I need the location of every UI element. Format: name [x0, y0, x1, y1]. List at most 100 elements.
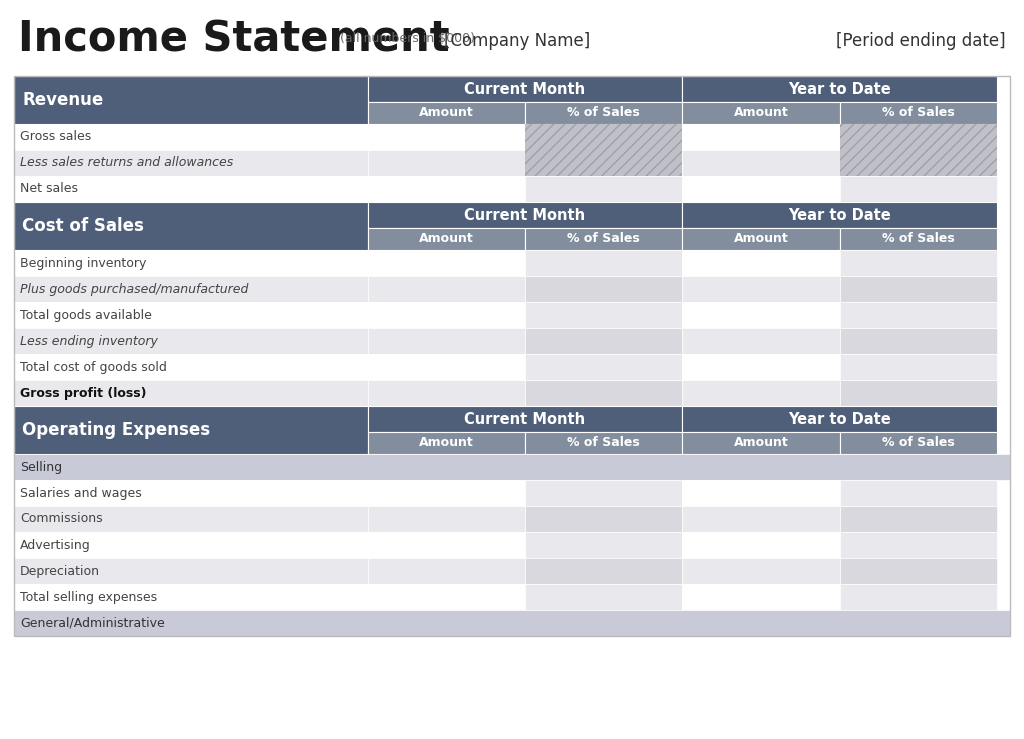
Bar [368, 202, 682, 228]
Bar [14, 276, 368, 302]
Bar [525, 102, 682, 124]
Text: % of Sales: % of Sales [567, 233, 640, 245]
Bar [368, 176, 525, 202]
Text: Advertising: Advertising [20, 539, 91, 551]
Text: Amount: Amount [419, 437, 474, 449]
Bar [682, 558, 840, 584]
Text: Gross profit (loss): Gross profit (loss) [20, 386, 146, 400]
Bar [368, 480, 525, 506]
Text: Commissions: Commissions [20, 513, 102, 525]
Bar [368, 432, 525, 454]
Bar [682, 276, 840, 302]
Text: Year to Date: Year to Date [788, 208, 891, 222]
Text: Current Month: Current Month [465, 208, 586, 222]
Text: % of Sales: % of Sales [882, 106, 954, 120]
Text: Amount: Amount [733, 106, 788, 120]
Text: Operating Expenses: Operating Expenses [22, 421, 210, 439]
Text: % of Sales: % of Sales [882, 233, 954, 245]
Bar [840, 380, 997, 406]
Bar [14, 480, 368, 506]
Bar [525, 532, 682, 558]
Text: Amount: Amount [733, 437, 788, 449]
Bar [14, 406, 368, 454]
Text: Amount: Amount [419, 233, 474, 245]
Bar [14, 558, 368, 584]
Bar [682, 380, 840, 406]
Bar [682, 506, 840, 532]
Bar [682, 176, 840, 202]
Bar [682, 250, 840, 276]
Bar [368, 354, 525, 380]
Bar [525, 584, 682, 610]
Bar [840, 150, 997, 176]
Bar [14, 150, 368, 176]
Bar [840, 250, 997, 276]
Bar [840, 480, 997, 506]
Text: Total selling expenses: Total selling expenses [20, 590, 157, 604]
Bar [840, 124, 997, 150]
Bar [525, 124, 682, 150]
Bar [840, 506, 997, 532]
Bar [368, 506, 525, 532]
Bar [14, 76, 1010, 636]
Bar [525, 250, 682, 276]
Bar [840, 354, 997, 380]
Bar [368, 532, 525, 558]
Bar [525, 176, 682, 202]
Text: [Period ending date]: [Period ending date] [837, 32, 1006, 50]
Bar [682, 124, 840, 150]
Text: Less ending inventory: Less ending inventory [20, 335, 158, 347]
Bar [840, 302, 997, 328]
Text: % of Sales: % of Sales [882, 437, 954, 449]
Bar [368, 406, 682, 432]
Bar [840, 276, 997, 302]
Bar [368, 150, 525, 176]
Bar [840, 102, 997, 124]
Text: Amount: Amount [419, 106, 474, 120]
Bar [14, 124, 368, 150]
Bar [682, 228, 840, 250]
Bar [368, 228, 525, 250]
Bar [14, 584, 368, 610]
Bar [14, 454, 1010, 480]
Text: Cost of Sales: Cost of Sales [22, 217, 144, 235]
Text: Net sales: Net sales [20, 183, 78, 196]
Text: Beginning inventory: Beginning inventory [20, 256, 146, 270]
Bar [525, 328, 682, 354]
Bar [368, 558, 525, 584]
Bar [368, 102, 525, 124]
Bar [840, 432, 997, 454]
Text: % of Sales: % of Sales [567, 106, 640, 120]
Bar [840, 228, 997, 250]
Bar [682, 328, 840, 354]
Bar [525, 480, 682, 506]
Bar [682, 532, 840, 558]
Bar [682, 354, 840, 380]
Bar [525, 302, 682, 328]
Bar [368, 328, 525, 354]
Bar [525, 354, 682, 380]
Bar [682, 150, 840, 176]
Bar [14, 176, 368, 202]
Bar [682, 76, 997, 102]
Text: (all numbers in $000): (all numbers in $000) [340, 32, 475, 45]
Bar [14, 302, 368, 328]
Bar [525, 380, 682, 406]
Bar [368, 124, 525, 150]
Bar [368, 302, 525, 328]
Bar [682, 202, 997, 228]
Text: Plus goods purchased/manufactured: Plus goods purchased/manufactured [20, 282, 249, 296]
Bar [682, 480, 840, 506]
Bar [840, 532, 997, 558]
Text: Year to Date: Year to Date [788, 81, 891, 97]
Text: Current Month: Current Month [465, 412, 586, 426]
Bar [682, 432, 840, 454]
Bar [14, 328, 368, 354]
Bar [14, 610, 1010, 636]
Bar [368, 250, 525, 276]
Bar [14, 202, 368, 250]
Text: Revenue: Revenue [22, 91, 103, 109]
Text: Selling: Selling [20, 460, 62, 474]
Text: Depreciation: Depreciation [20, 565, 100, 577]
Bar [525, 276, 682, 302]
